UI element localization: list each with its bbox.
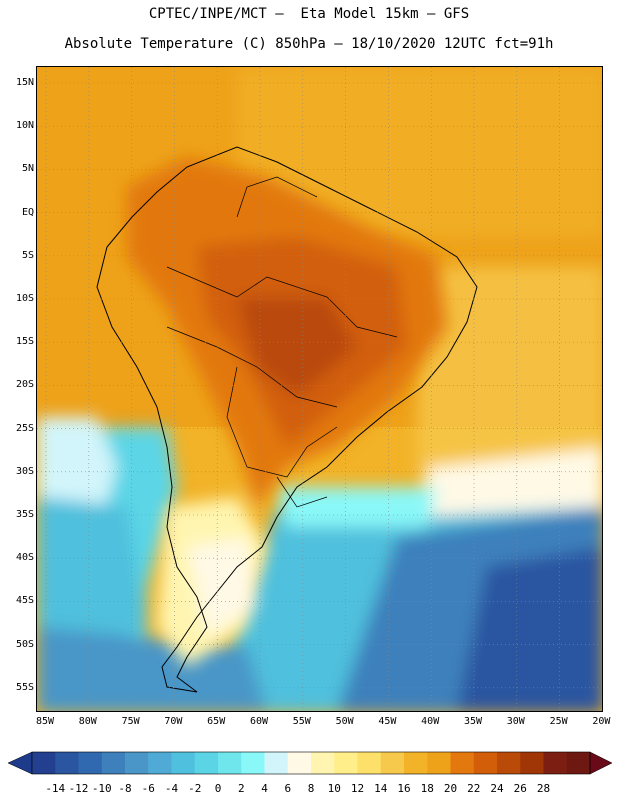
lon-label: 60W xyxy=(249,716,269,727)
colorbar-swatch xyxy=(125,752,149,774)
lon-label: 20W xyxy=(592,716,611,727)
colorbar-over-triangle xyxy=(589,751,613,775)
lat-label: 10S xyxy=(15,293,34,304)
colorbar-swatch xyxy=(264,752,289,774)
lat-label: 35S xyxy=(15,509,34,520)
colorbar-swatch xyxy=(287,752,312,774)
lat-label: 55S xyxy=(15,681,34,693)
lat-label: 30S xyxy=(15,465,34,477)
lat-label: 10N xyxy=(15,120,34,132)
lon-label: 35W xyxy=(463,716,483,727)
lat-label: 15N xyxy=(15,77,34,88)
colorbar-swatch xyxy=(171,752,196,774)
colorbar-tick-label: 28 xyxy=(536,782,551,795)
colorbar-swatch xyxy=(32,752,56,774)
lat-label: 5N xyxy=(21,163,34,175)
colorbar-swatch xyxy=(380,752,405,774)
colorbar-swatch xyxy=(450,752,475,774)
colorbar-swatch xyxy=(148,752,172,774)
colorbar-swatch xyxy=(311,752,335,774)
lon-label: 40W xyxy=(421,716,440,727)
colorbar-tick-label: 26 xyxy=(513,782,527,795)
colorbar-swatch xyxy=(473,752,498,774)
colorbar-frame xyxy=(31,751,591,775)
lon-label: 75W xyxy=(121,716,140,727)
colorbar-swatch xyxy=(334,752,358,774)
colorbar-swatch xyxy=(520,752,544,774)
colorbar-swatch xyxy=(404,752,428,774)
temperature-map xyxy=(36,66,603,712)
colorbar-tick-label: 14 xyxy=(374,782,388,795)
colorbar-swatch xyxy=(497,752,521,774)
colorbar-tick-label: 20 xyxy=(443,782,458,795)
lon-label: 70W xyxy=(164,716,183,727)
colorbar-swatch xyxy=(218,752,242,774)
colorbar-tick-label: 12 xyxy=(350,782,365,795)
colorbar-swatch xyxy=(357,752,382,774)
colorbar-tick-label: 6 xyxy=(284,782,292,795)
lon-label: 30W xyxy=(506,716,525,727)
colorbar-tick-label: -14 xyxy=(45,782,66,795)
colorbar-tick-label: -10 xyxy=(91,782,112,795)
colorbar-tick-label: -2 xyxy=(188,782,202,795)
lat-label: 45S xyxy=(15,595,34,607)
colorbar-tick-label: -8 xyxy=(118,782,132,795)
colorbar-swatch xyxy=(241,752,265,774)
colorbar-tick-label: 22 xyxy=(467,782,481,795)
colorbar-swatch xyxy=(55,752,79,774)
lat-label: 15S xyxy=(15,336,34,348)
colorbar-tick-label: 0 xyxy=(214,782,222,795)
colorbar-tick-label: -4 xyxy=(164,782,179,795)
lon-label: 65W xyxy=(207,716,226,727)
colorbar-tick-label: 10 xyxy=(327,782,341,795)
colorbar xyxy=(7,751,613,775)
lon-label: 25W xyxy=(549,716,568,727)
lon-label: 85W xyxy=(35,716,55,727)
chart-title-line1: CPTEC/INPE/MCT – Eta Model 15km – GFS xyxy=(148,6,470,22)
lat-label: 20S xyxy=(15,379,34,391)
lon-label: 45W xyxy=(378,716,397,727)
colorbar-tick-label: 8 xyxy=(307,782,315,795)
colorbar-under-triangle xyxy=(7,751,33,775)
colorbar-swatch xyxy=(194,752,219,774)
lat-label: EQ xyxy=(21,206,34,218)
colorbar-tick-label: 24 xyxy=(490,782,504,795)
colorbar-swatch xyxy=(427,752,451,774)
colorbar-swatch xyxy=(566,752,591,774)
colorbar-swatch xyxy=(543,752,568,774)
colorbar-tick-label: 16 xyxy=(397,782,411,795)
colorbar-swatch xyxy=(78,752,103,774)
lon-label: 50W xyxy=(335,716,354,727)
colorbar-tick-label: -6 xyxy=(141,782,155,795)
lat-label: 5S xyxy=(21,249,34,261)
lat-label: 50S xyxy=(15,638,34,650)
lon-label: 55W xyxy=(292,716,311,727)
colorbar-swatch xyxy=(101,752,126,774)
lat-label: 40S xyxy=(15,552,34,564)
lon-label: 80W xyxy=(78,716,97,727)
colorbar-tick-label: 2 xyxy=(237,782,245,795)
temperature-map-svg xyxy=(37,67,602,711)
colorbar-tick-label: -12 xyxy=(68,782,89,795)
colorbar-tick-label: 4 xyxy=(261,782,268,795)
lat-label: 25S xyxy=(15,422,34,434)
chart-title-line2: Absolute Temperature (C) 850hPa – 18/10/… xyxy=(64,36,554,52)
colorbar-tick-label: 18 xyxy=(420,782,434,795)
